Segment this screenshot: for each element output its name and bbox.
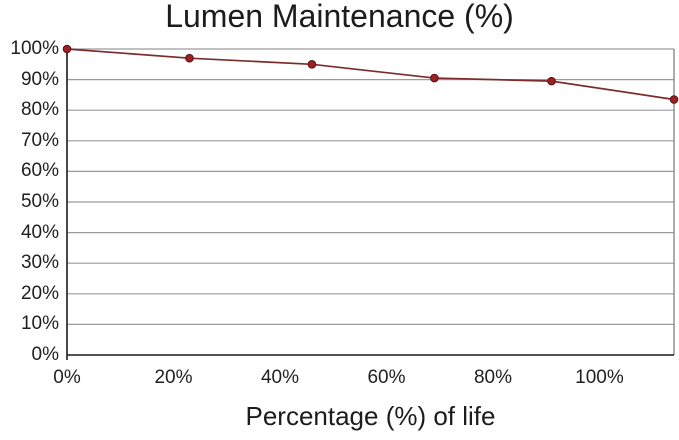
- data-point-marker: [547, 76, 556, 86]
- y-tick-label: 10%: [20, 313, 59, 335]
- data-point-marker: [185, 53, 194, 63]
- y-tick-label: 0%: [31, 344, 59, 365]
- chart-title: Lumen Maintenance (%): [165, 0, 514, 34]
- x-tick-label: 20%: [154, 367, 193, 388]
- y-tick-label: 80%: [20, 99, 59, 121]
- data-point-marker: [307, 60, 317, 69]
- y-tick-label: 20%: [20, 282, 59, 304]
- y-tick-label: 90%: [20, 68, 59, 90]
- x-tick-label: 40%: [260, 367, 299, 388]
- y-tick-label: 40%: [20, 221, 59, 243]
- x-tick-label: 100%: [575, 367, 624, 388]
- y-tick-label: 70%: [20, 129, 59, 151]
- data-point-marker: [62, 44, 72, 54]
- data-point-marker: [669, 95, 679, 104]
- x-tick-label: 0%: [53, 367, 81, 388]
- y-tick-label: 100%: [10, 38, 59, 59]
- y-tick-label: 60%: [20, 160, 59, 182]
- x-axis-title: Percentage (%) of life: [245, 401, 496, 431]
- x-tick-label: 60%: [367, 367, 406, 388]
- x-tick-label: 80%: [473, 367, 512, 388]
- y-tick-label: 50%: [20, 191, 59, 212]
- data-line: [66, 48, 675, 101]
- data-point-marker: [430, 73, 439, 83]
- y-tick-label: 30%: [20, 252, 59, 274]
